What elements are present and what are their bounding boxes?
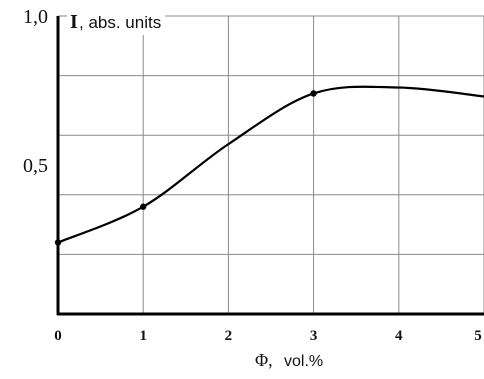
x-tick-label-4: 4 (395, 328, 403, 344)
x-tick-label-5: 5 (474, 328, 482, 344)
series-layer (54, 85, 484, 246)
y-tick-label-0: 0,5 (23, 155, 48, 177)
axes-layer (56, 16, 484, 316)
data-point-0-0 (54, 239, 62, 246)
data-point-0-1 (140, 203, 147, 210)
y-axis-label-unit: , abs. units (79, 13, 161, 32)
series-line-0 (56, 85, 484, 244)
x-tick-label-2: 2 (225, 328, 233, 344)
x-axis-label-symbol: Φ, (255, 350, 273, 370)
grid-layer (58, 15, 484, 314)
y-axis-label-symbol: I (70, 11, 78, 33)
y-tick-label-1: 1,0 (23, 6, 48, 28)
y-axis-label-background (67, 9, 166, 35)
data-point-0-2 (310, 90, 317, 97)
x-tick-label-1: 1 (139, 328, 147, 344)
x-tick-label-3: 3 (310, 328, 318, 344)
labels-layer: I , abs. units Φ, vol.% 0 1 2 3 4 5 0,5 1,0 (23, 6, 482, 370)
x-axis-label-unit: vol.% (284, 353, 323, 370)
x-tick-label-0: 0 (54, 328, 62, 344)
